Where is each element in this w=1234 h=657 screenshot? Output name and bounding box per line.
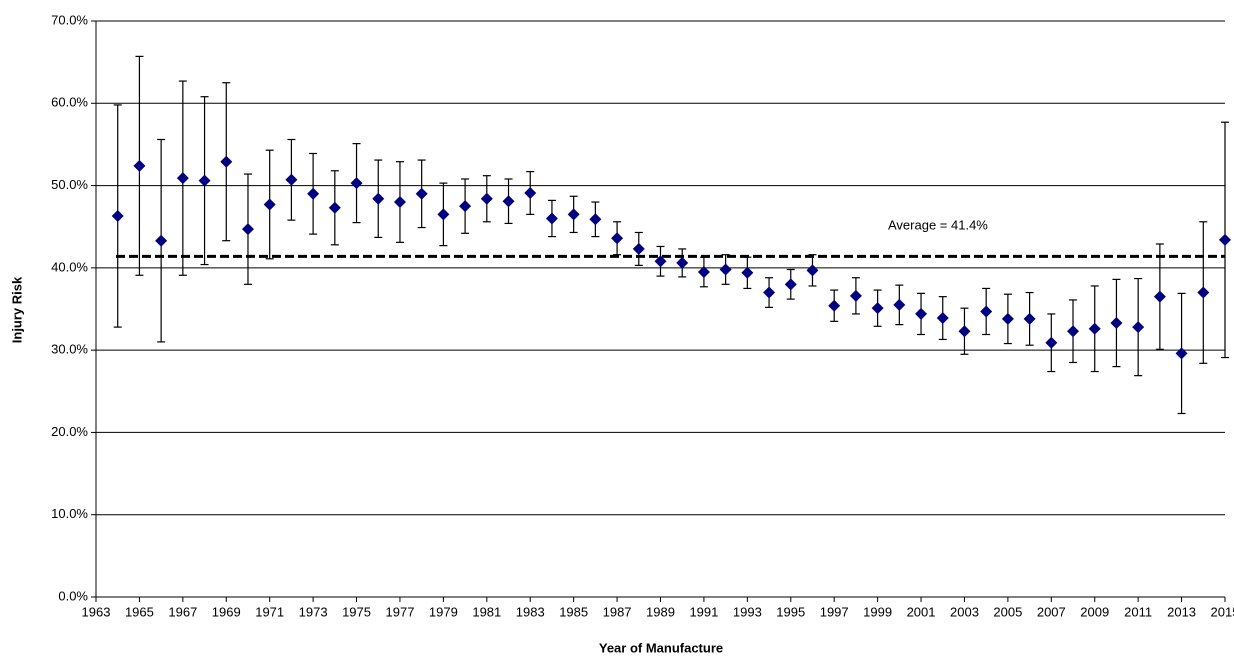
x-tick-label: 1971	[255, 604, 284, 619]
x-tick-label: 1985	[559, 604, 588, 619]
x-tick-label: 1999	[863, 604, 892, 619]
marker	[176, 172, 189, 185]
marker	[719, 263, 732, 276]
x-tick-label: 1975	[342, 604, 371, 619]
marker	[980, 305, 993, 318]
marker	[1132, 321, 1145, 334]
x-tick-label: 1987	[603, 604, 632, 619]
x-tick-label: 1997	[820, 604, 849, 619]
x-tick-label: 1969	[212, 604, 241, 619]
marker	[1197, 286, 1210, 299]
marker	[763, 286, 776, 299]
x-tick-label: 2011	[1124, 604, 1152, 619]
marker	[741, 266, 754, 279]
marker	[915, 307, 928, 320]
x-tick-label: 1979	[429, 604, 458, 619]
marker	[285, 173, 298, 186]
annotation: Average = 41.4%	[888, 217, 988, 232]
y-axis-title: Injury Risk	[9, 276, 24, 343]
x-tick-label: 2005	[993, 604, 1022, 619]
marker	[1067, 325, 1080, 338]
marker	[524, 186, 537, 199]
x-tick-label: 1965	[125, 604, 154, 619]
marker	[1175, 347, 1188, 360]
x-tick-label: 1981	[472, 604, 501, 619]
marker	[589, 213, 602, 226]
y-tick-label: 0.0%	[58, 588, 88, 603]
y-tick-label: 60.0%	[51, 95, 88, 110]
y-tick-label: 20.0%	[51, 424, 88, 439]
x-tick-label: 1989	[646, 604, 675, 619]
x-tick-label: 1967	[168, 604, 197, 619]
marker	[611, 232, 624, 245]
marker	[958, 325, 971, 338]
x-tick-label: 2013	[1167, 604, 1196, 619]
marker	[676, 256, 689, 269]
marker	[459, 200, 472, 213]
x-tick-label: 2003	[950, 604, 979, 619]
marker	[502, 195, 515, 208]
marker	[263, 198, 276, 211]
x-tick-label: 2007	[1037, 604, 1066, 619]
x-tick-label: 1963	[82, 604, 111, 619]
marker	[654, 255, 667, 268]
marker	[437, 208, 450, 221]
marker	[372, 192, 385, 205]
marker	[393, 196, 406, 209]
x-tick-label: 1995	[776, 604, 805, 619]
marker	[350, 177, 363, 190]
x-tick-label: 1983	[516, 604, 545, 619]
marker	[111, 210, 124, 223]
marker	[133, 159, 146, 172]
marker	[241, 223, 254, 236]
marker	[545, 212, 558, 225]
y-tick-label: 70.0%	[51, 12, 88, 27]
marker	[1001, 312, 1014, 325]
marker	[849, 289, 862, 302]
marker	[220, 155, 233, 168]
marker	[307, 187, 320, 200]
marker	[155, 234, 168, 247]
marker	[198, 174, 211, 187]
x-tick-label: 1973	[299, 604, 328, 619]
y-tick-label: 40.0%	[51, 259, 88, 274]
x-tick-label: 2009	[1080, 604, 1109, 619]
x-tick-label: 2015	[1211, 604, 1234, 619]
marker	[1045, 336, 1058, 349]
marker	[1023, 312, 1036, 325]
marker	[936, 312, 949, 325]
x-tick-label: 1991	[689, 604, 718, 619]
marker	[893, 298, 906, 311]
marker	[1088, 322, 1101, 335]
x-axis-title: Year of Manufacture	[599, 640, 723, 655]
marker	[1153, 290, 1166, 303]
x-tick-label: 1993	[733, 604, 762, 619]
marker	[1110, 316, 1123, 329]
x-tick-label: 2001	[907, 604, 936, 619]
x-tick-label: 1977	[386, 604, 415, 619]
y-tick-label: 50.0%	[51, 177, 88, 192]
marker	[1219, 233, 1231, 246]
y-tick-label: 10.0%	[51, 506, 88, 521]
marker	[871, 302, 884, 315]
marker	[806, 264, 819, 277]
marker	[784, 278, 797, 291]
marker	[828, 299, 841, 312]
marker	[697, 265, 710, 278]
y-tick-label: 30.0%	[51, 342, 88, 357]
marker	[632, 242, 645, 255]
marker	[328, 201, 341, 214]
marker	[480, 192, 493, 205]
marker	[415, 187, 428, 200]
marker	[567, 208, 580, 221]
